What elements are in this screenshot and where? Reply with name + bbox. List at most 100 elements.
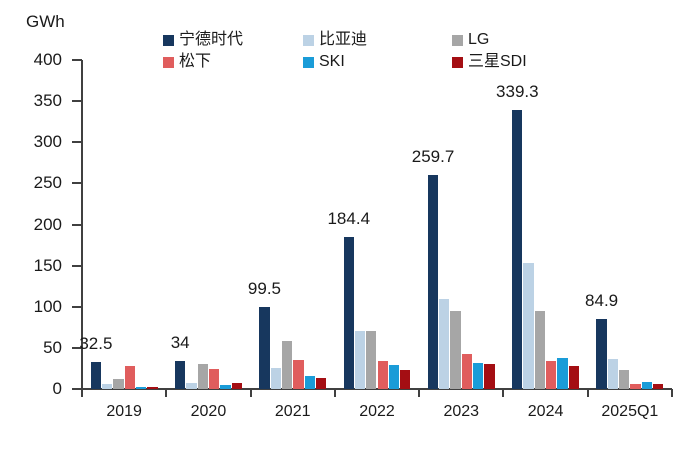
legend-swatch-panasonic	[163, 56, 174, 68]
y-tick-0	[72, 388, 82, 390]
legend-label-catl: 宁德时代	[179, 31, 244, 48]
bar-ski-2020	[220, 384, 231, 389]
legend-label-samsung-sdi: 三星SDI	[468, 53, 527, 70]
bar-byd-2020	[186, 383, 197, 389]
bar-samsung-sdi-2023	[484, 363, 495, 389]
bar-samsung-sdi-2021	[315, 378, 327, 389]
bar-panasonic-2019	[124, 365, 135, 389]
bar-catl-2022	[343, 237, 354, 389]
y-tick-400	[72, 59, 82, 61]
x-axis-tick-0	[81, 389, 83, 397]
legend-item-byd: 比亚迪	[303, 31, 368, 48]
bar-lg-2025Q1	[619, 370, 630, 389]
x-tick-label-2021: 2021	[274, 403, 311, 420]
bar-ski-2022	[388, 365, 400, 389]
x-axis-tick-3	[333, 389, 336, 397]
y-axis-line	[81, 60, 83, 389]
bar-catl-2020	[175, 361, 186, 389]
bar-panasonic-2025Q1	[630, 384, 641, 389]
bar-lg-2024	[534, 310, 546, 389]
bar-samsung-sdi-2024	[568, 365, 579, 389]
legend-label-ski: SKI	[319, 53, 345, 70]
bar-lg-2023	[450, 310, 461, 389]
legend-swatch-lg	[452, 34, 463, 46]
bar-value-label-2020: 34	[170, 333, 190, 353]
bar-panasonic-2021	[293, 360, 304, 389]
legend-item-ski: SKI	[303, 53, 345, 70]
x-tick-label-2025Q1: 2025Q1	[601, 403, 659, 420]
bar-catl-2019	[90, 362, 102, 389]
legend-swatch-catl	[163, 34, 174, 46]
bar-byd-2022	[354, 331, 366, 389]
y-tick-label-350: 350	[33, 91, 62, 111]
y-tick-label-50: 50	[43, 337, 62, 357]
bar-value-label-2021: 99.5	[247, 279, 281, 299]
bar-ski-2023	[473, 362, 484, 389]
legend-swatch-byd	[303, 34, 314, 46]
x-tick-label-2020: 2020	[190, 403, 227, 420]
legend-label-panasonic: 松下	[179, 53, 212, 70]
bar-value-label-2024: 339.3	[496, 81, 539, 101]
y-tick-200	[72, 223, 82, 226]
bar-lg-2019	[113, 379, 124, 389]
bar-ski-2019	[135, 387, 147, 389]
bar-panasonic-2020	[208, 369, 220, 389]
bar-value-label-2019: 32.5	[79, 334, 113, 354]
legend-item-catl: 宁德时代	[163, 31, 244, 48]
bar-byd-2023	[439, 298, 450, 389]
x-axis-tick-5	[502, 389, 505, 397]
legend-item-panasonic: 松下	[163, 53, 212, 70]
y-tick-150	[72, 264, 82, 267]
bar-samsung-sdi-2025Q1	[652, 384, 664, 389]
legend-swatch-samsung-sdi	[452, 56, 463, 68]
bar-catl-2021	[259, 307, 270, 389]
bar-lg-2022	[366, 330, 377, 389]
bar-byd-2024	[523, 263, 534, 389]
bar-panasonic-2023	[461, 353, 473, 389]
x-axis-tick-6	[586, 389, 589, 397]
legend-swatch-ski	[303, 56, 314, 68]
x-axis-tick-2	[249, 389, 252, 397]
x-axis-tick-7	[671, 389, 673, 397]
bar-ski-2025Q1	[641, 381, 652, 389]
x-axis-tick-1	[165, 389, 168, 397]
y-tick-350	[72, 100, 82, 103]
y-tick-label-400: 400	[33, 50, 62, 69]
y-tick-label-100: 100	[33, 296, 62, 316]
bar-byd-2025Q1	[607, 359, 619, 389]
legend-label-byd: 比亚迪	[319, 31, 368, 48]
legend-label-lg: LG	[468, 31, 490, 48]
bar-lg-2021	[281, 341, 293, 389]
bar-byd-2019	[102, 384, 113, 389]
bar-catl-2023	[427, 175, 439, 389]
bar-value-label-2025Q1: 84.9	[585, 291, 619, 311]
y-tick-label-0: 0	[52, 379, 62, 398]
y-tick-label-150: 150	[33, 255, 62, 275]
y-tick-label-200: 200	[33, 214, 62, 234]
bar-value-label-2022: 184.4	[327, 209, 371, 229]
x-tick-label-2023: 2023	[443, 403, 480, 420]
x-axis-line	[72, 388, 672, 390]
legend-item-lg: LG	[452, 31, 490, 48]
y-axis-unit-label: GWh	[26, 12, 65, 31]
bar-panasonic-2022	[377, 361, 388, 389]
bar-panasonic-2024	[546, 361, 557, 389]
bar-lg-2020	[197, 364, 208, 389]
bar-catl-2025Q1	[596, 319, 607, 389]
y-tick-label-300: 300	[33, 132, 62, 152]
x-tick-label-2022: 2022	[359, 403, 395, 420]
y-tick-300	[72, 141, 82, 144]
bar-samsung-sdi-2020	[231, 383, 242, 389]
y-tick-100	[72, 305, 82, 308]
bar-samsung-sdi-2022	[400, 370, 411, 389]
y-tick-50	[72, 346, 82, 349]
y-tick-250	[72, 182, 82, 185]
x-axis-tick-4	[418, 389, 421, 397]
x-tick-label-2019: 2019	[106, 403, 142, 420]
bar-byd-2021	[270, 368, 281, 389]
legend-item-samsung-sdi: 三星SDI	[452, 53, 527, 70]
bar-samsung-sdi-2019	[147, 386, 158, 389]
bar-ski-2024	[557, 357, 568, 389]
bar-value-label-2023: 259.7	[411, 147, 455, 167]
